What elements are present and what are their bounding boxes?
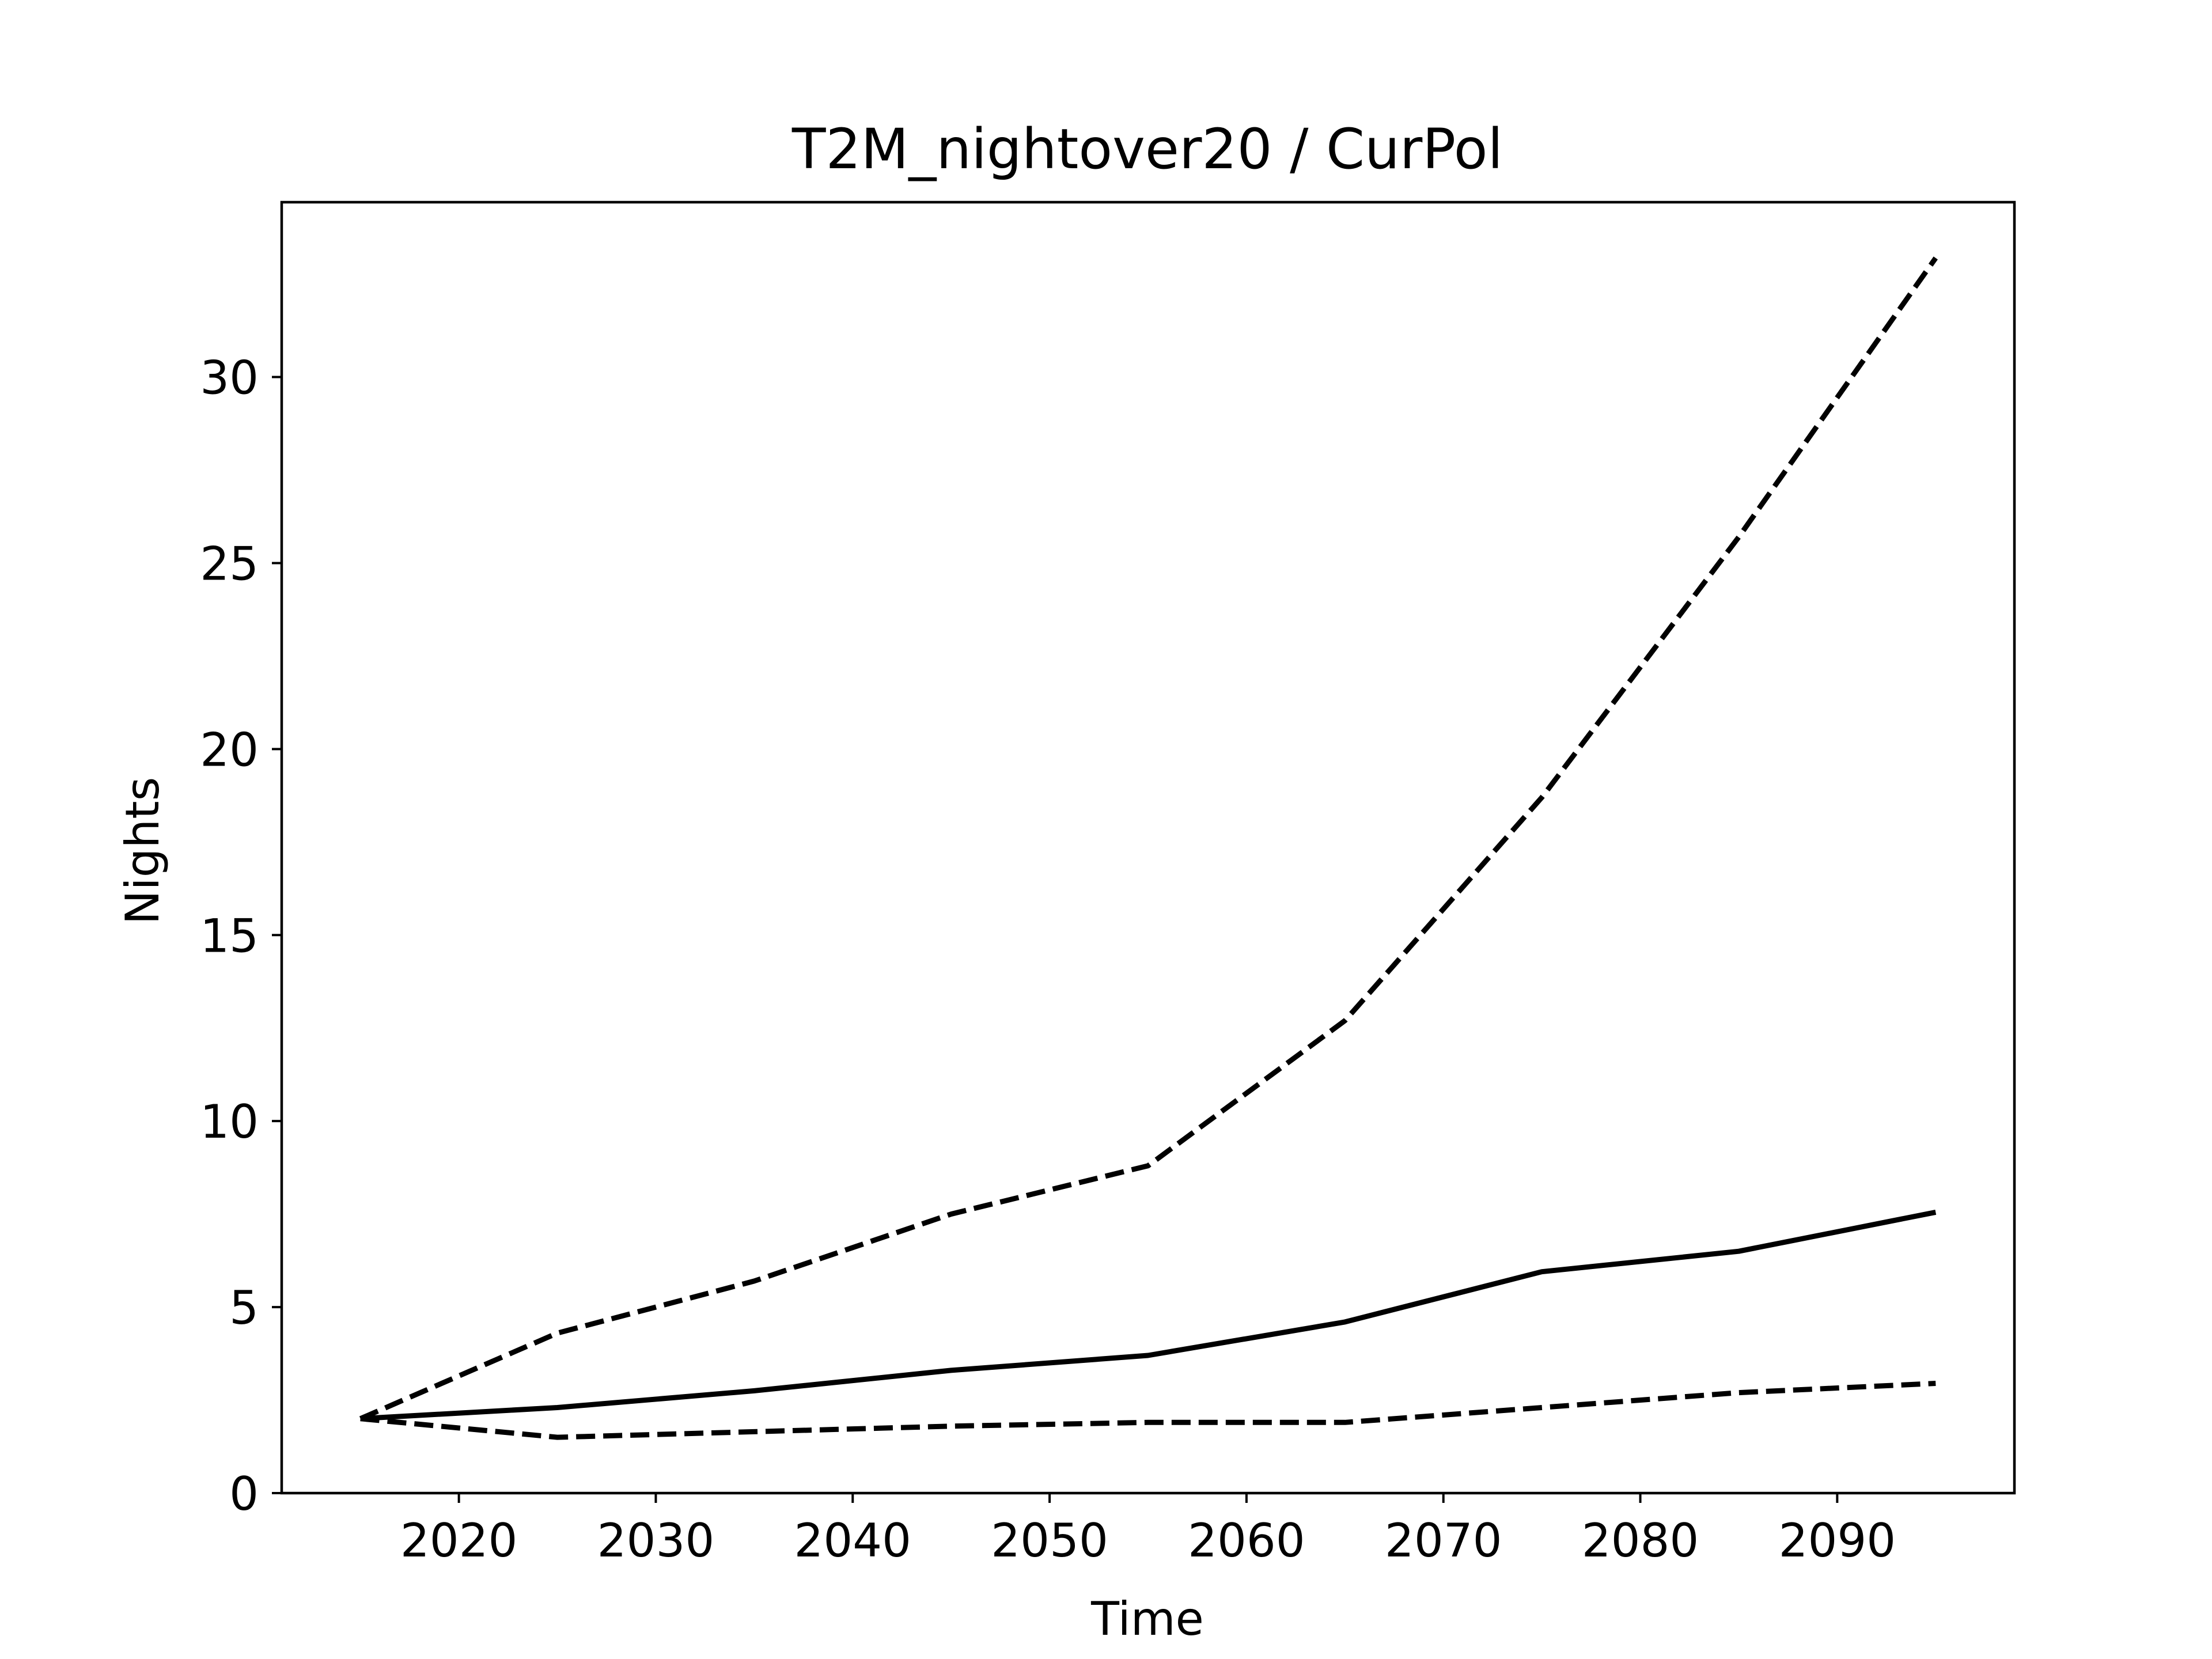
y-tick-label: 30 bbox=[200, 351, 259, 405]
y-tick-label: 15 bbox=[200, 909, 259, 963]
series-line-2 bbox=[360, 1209, 1937, 1422]
y-tick-label: 5 bbox=[229, 1281, 259, 1335]
y-tick-label: 20 bbox=[200, 723, 259, 777]
y-tick-label: 10 bbox=[200, 1095, 259, 1149]
y-tick-label: 25 bbox=[200, 537, 259, 590]
plot-frame bbox=[280, 200, 2016, 1495]
x-tick-label: 2070 bbox=[1385, 1514, 1502, 1567]
series-line-1 bbox=[359, 256, 1938, 1421]
x-tick-label: 2030 bbox=[597, 1514, 715, 1567]
x-axis: 2020 2030 2040 2050 2060 2070 2080 2090 bbox=[400, 1493, 1896, 1567]
x-axis-label: Time bbox=[1090, 1592, 1204, 1646]
x-tick-label: 2040 bbox=[794, 1514, 911, 1567]
x-tick-label: 2090 bbox=[1779, 1514, 1896, 1567]
chart-title: T2M_nightover20 / CurPol bbox=[791, 117, 1503, 181]
x-tick-label: 2060 bbox=[1188, 1514, 1305, 1567]
series-layer bbox=[359, 256, 1938, 1440]
y-axis: 0 5 10 15 20 25 30 bbox=[200, 351, 282, 1521]
series-line-3 bbox=[360, 1381, 1936, 1440]
x-tick-label: 2080 bbox=[1582, 1514, 1699, 1567]
y-axis-label: Nights bbox=[116, 777, 169, 925]
x-tick-label: 2020 bbox=[400, 1514, 518, 1567]
y-tick-label: 0 bbox=[229, 1467, 259, 1521]
x-tick-label: 2050 bbox=[991, 1514, 1108, 1567]
